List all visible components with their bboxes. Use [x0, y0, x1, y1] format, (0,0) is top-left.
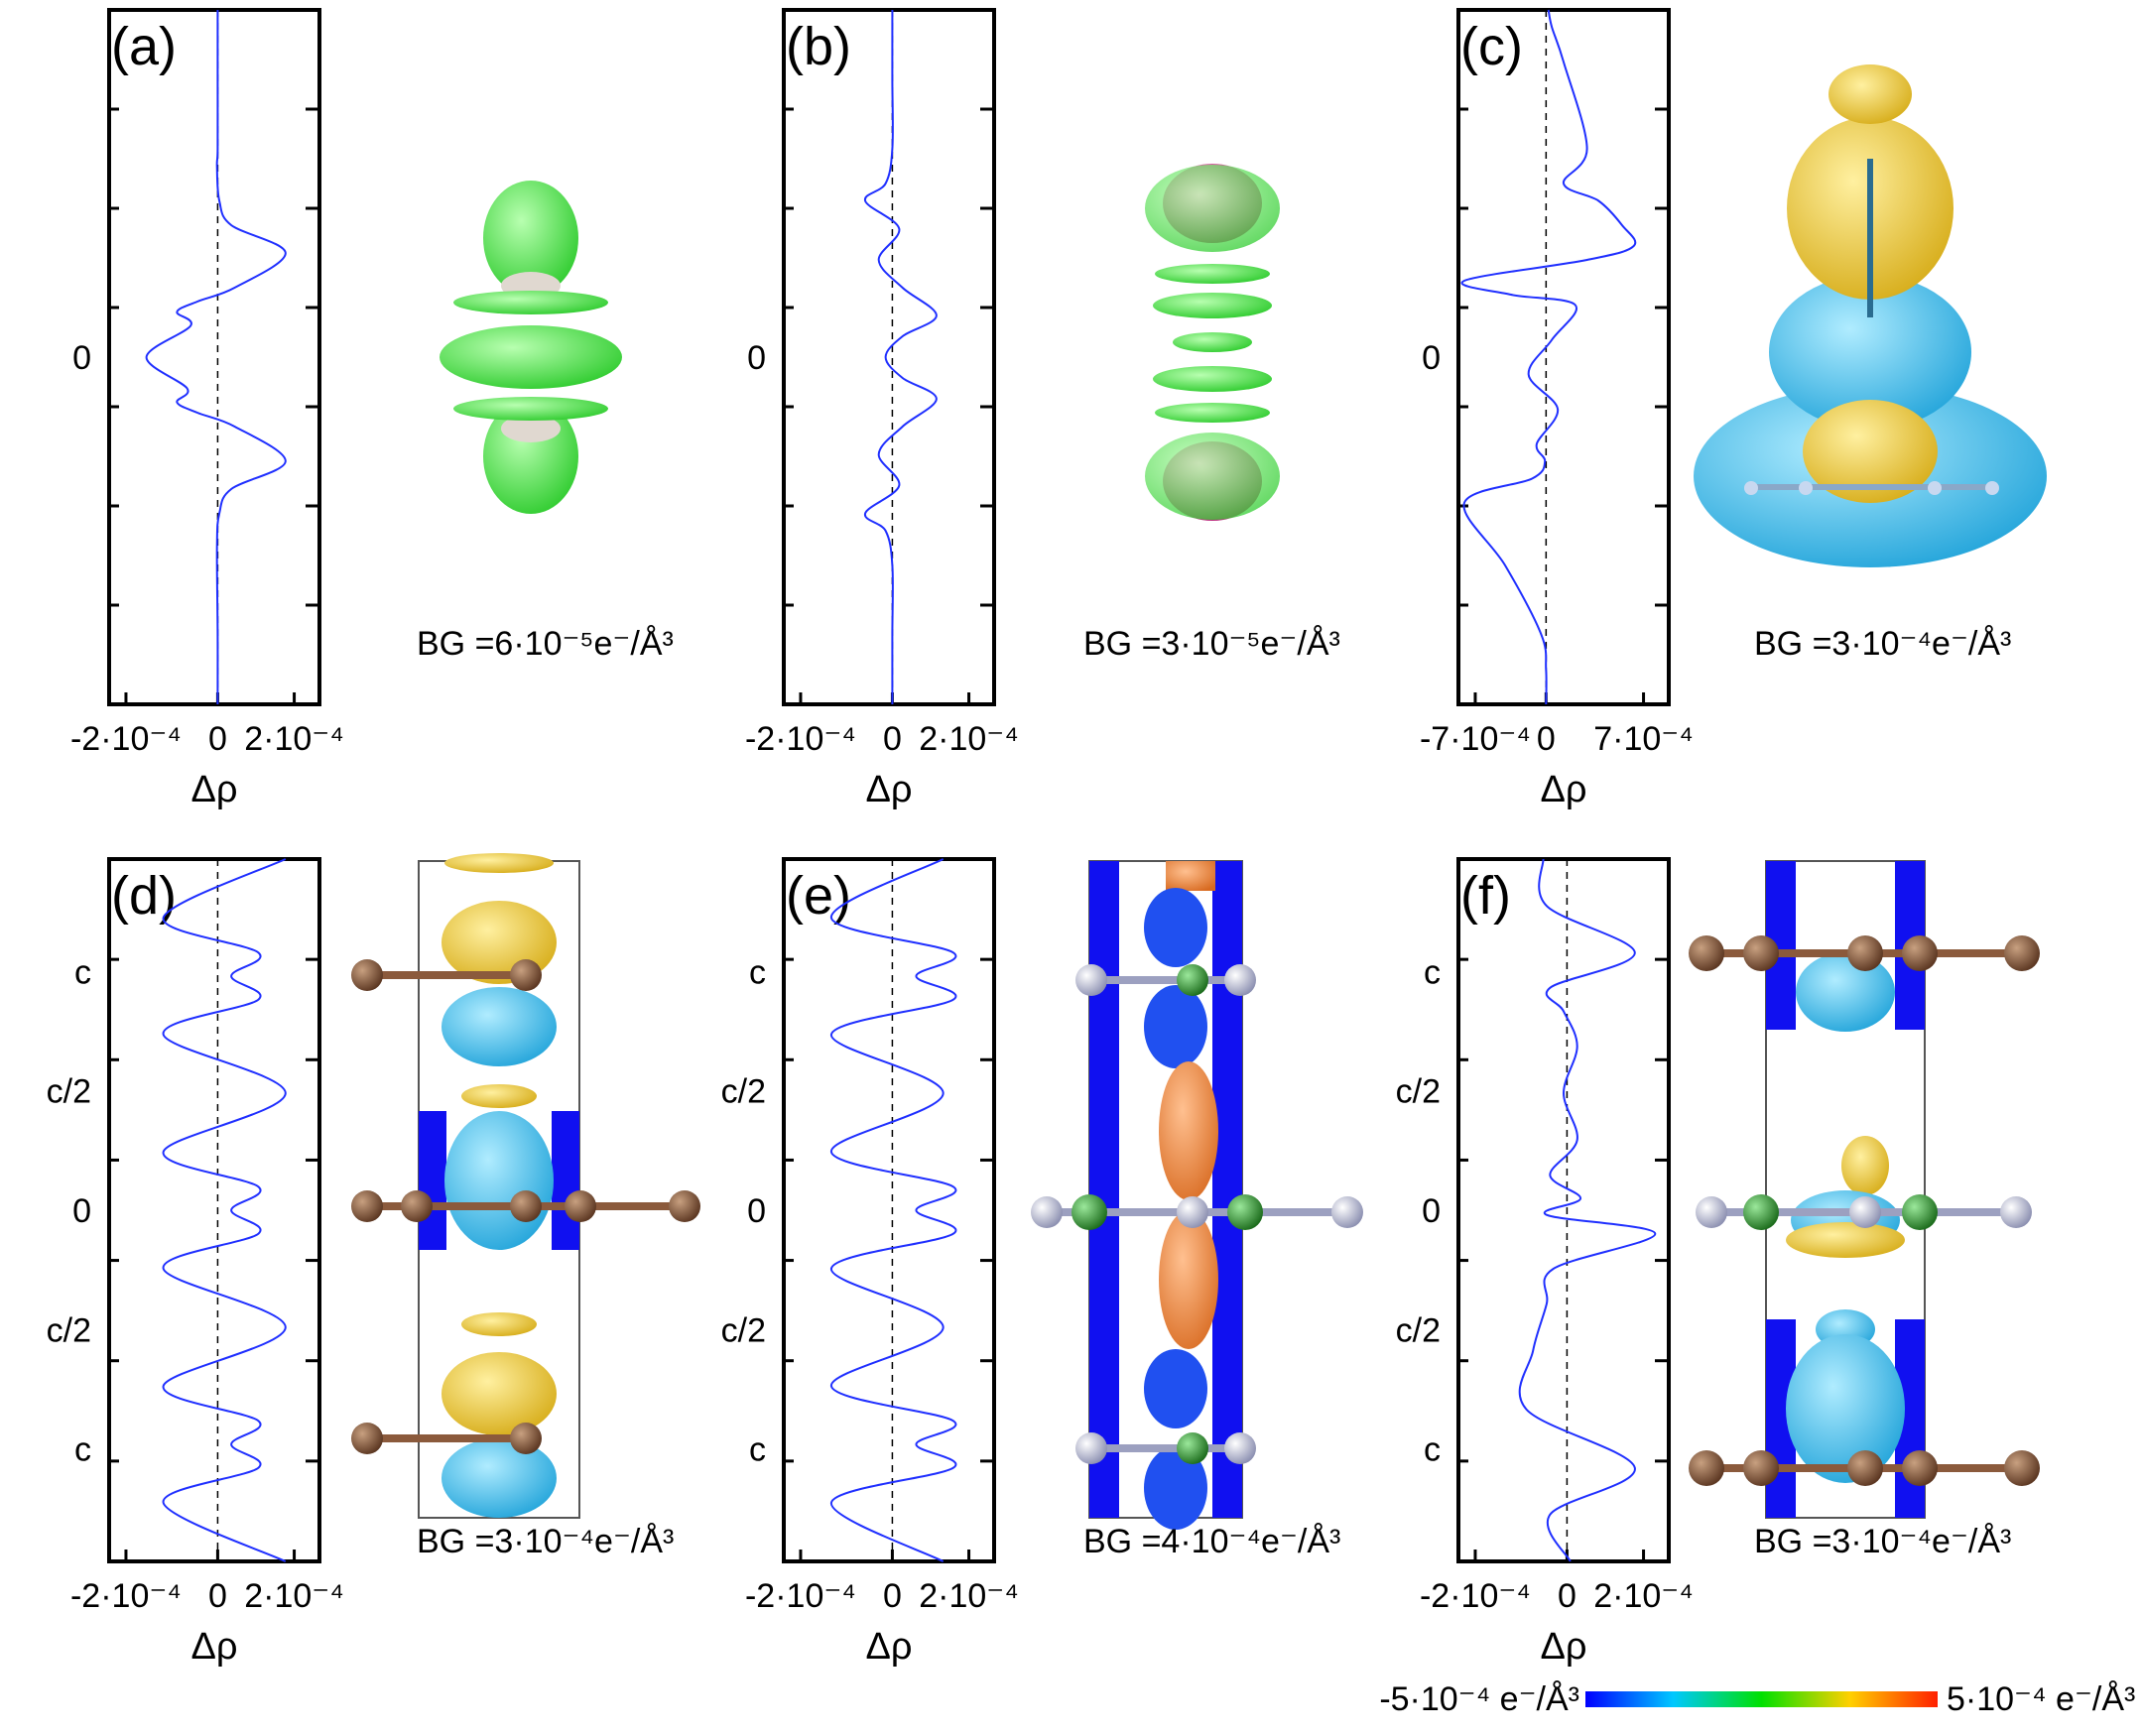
- x-tick-label: 0: [208, 720, 227, 758]
- bg-label-a: BG =6·10⁻⁵e⁻/Å³: [417, 625, 674, 663]
- delta-rho-line: [1518, 858, 1657, 1562]
- x-axis-title: Δρ: [1541, 769, 1587, 810]
- x-tick-label: 7·10⁻⁴: [1593, 720, 1694, 758]
- x-axis-title: Δρ: [191, 1626, 238, 1668]
- x-axis-title: Δρ: [866, 769, 913, 810]
- x-tick-label: 0: [208, 1577, 227, 1615]
- x-tick-label: -2·10⁻⁴: [70, 1577, 182, 1615]
- panel-label: (f): [1460, 866, 1511, 926]
- y-tick-label: c: [74, 1431, 91, 1469]
- y-tick-label: c/2: [721, 1073, 766, 1111]
- x-tick-label: 2·10⁻⁴: [919, 1577, 1019, 1615]
- plot-3: -7·10⁻⁴ 0 7·10⁻⁴0(c)Δρ: [1420, 8, 1694, 810]
- y-tick-label: c/2: [47, 1073, 91, 1111]
- x-axis-title: Δρ: [866, 1626, 913, 1668]
- x-tick-label: -2·10⁻⁴: [745, 1577, 856, 1615]
- x-tick-label: -7·10⁻⁴: [1420, 720, 1531, 758]
- y-tick-label: c: [74, 953, 91, 991]
- x-tick-label: 0: [883, 1577, 902, 1615]
- bg-label-f: BG =3·10⁻⁴e⁻/Å³: [1754, 1523, 2011, 1560]
- x-tick-label: -2·10⁻⁴: [1420, 1577, 1531, 1615]
- y-tick-label: c: [749, 953, 766, 991]
- plot-frame: [782, 8, 996, 706]
- bg-label-c: BG =3·10⁻⁴e⁻/Å³: [1754, 625, 2011, 663]
- panel-label: (d): [111, 866, 177, 926]
- y-tick-label: c/2: [1396, 1311, 1441, 1349]
- colorbar-gradient: [1585, 1691, 1938, 1707]
- isosurface-c: [1694, 64, 2047, 567]
- bg-label-e: BG =4·10⁻⁴e⁻/Å³: [1083, 1523, 1340, 1560]
- delta-rho-line: [864, 10, 938, 704]
- y-tick-label: c: [1424, 953, 1441, 991]
- slab-d: [351, 853, 700, 1519]
- plot-6: -2·10⁻⁴ 0 2·10⁻⁴ c c/2 0 c/2 c (f) Δρ: [1396, 857, 1694, 1668]
- slab-e: [1031, 860, 1363, 1530]
- y-tick-label: c/2: [1396, 1073, 1441, 1111]
- plots-layer: -2·10⁻⁴ 0 2·10⁻⁴0(a)Δρ-2·10⁻⁴ 0 2·10⁻⁴0(b)Δρ…: [47, 8, 1694, 1668]
- colorbar-min-label: -5·10⁻⁴ e⁻/Å³: [1379, 1680, 1579, 1718]
- plot-2: -2·10⁻⁴ 0 2·10⁻⁴ 0 (b) Δρ: [745, 8, 1019, 810]
- colorbar-max-label: 5·10⁻⁴ e⁻/Å³: [1947, 1680, 2135, 1718]
- plot-frame: [107, 857, 321, 1563]
- x-tick-label: 2·10⁻⁴: [244, 720, 344, 758]
- plot-1: -2·10⁻⁴ 0 2·10⁻⁴ 0 (a) Δρ: [70, 8, 344, 810]
- plot-frame: [1456, 8, 1671, 706]
- y-tick-label: c/2: [721, 1311, 766, 1349]
- x-tick-label: 0: [883, 720, 902, 758]
- y-tick-label: 0: [1422, 339, 1441, 377]
- y-tick-label: c: [749, 1431, 766, 1469]
- x-axis-title: Δρ: [1541, 1626, 1587, 1668]
- panel-label: (e): [786, 866, 851, 926]
- bg-label-d: BG =3·10⁻⁴e⁻/Å³: [417, 1523, 674, 1560]
- isosurface-b: [1145, 164, 1280, 521]
- isosurface-a: [440, 181, 622, 514]
- y-tick-label: c: [1424, 1431, 1441, 1469]
- x-tick-label: 2·10⁻⁴: [1593, 1577, 1694, 1615]
- y-tick-label: 0: [72, 1192, 91, 1230]
- colorbar: -5·10⁻⁴ e⁻/Å³ 5·10⁻⁴ e⁻/Å³: [1379, 1680, 2135, 1718]
- y-tick-label: c/2: [47, 1311, 91, 1349]
- y-tick-label: 0: [1422, 1192, 1441, 1230]
- y-tick-label: 0: [747, 1192, 766, 1230]
- delta-rho-line: [1460, 9, 1637, 705]
- plot-5: -2·10⁻⁴ 0 2·10⁻⁴ c c/2 0 c/2 c (e) Δρ: [721, 857, 1019, 1668]
- x-tick-label: -2·10⁻⁴: [745, 720, 856, 758]
- x-tick-label: 2·10⁻⁴: [244, 1577, 344, 1615]
- delta-rho-line: [162, 858, 287, 1562]
- y-tick-label: 0: [747, 339, 766, 377]
- x-tick-label: 2·10⁻⁴: [919, 720, 1019, 758]
- y-tick-label: 0: [72, 339, 91, 377]
- x-axis-title: Δρ: [191, 769, 238, 810]
- x-tick-label: -2·10⁻⁴: [70, 720, 182, 758]
- delta-rho-line: [829, 858, 957, 1562]
- panel-label: (b): [786, 17, 851, 76]
- bg-label-b: BG =3·10⁻⁵e⁻/Å³: [1083, 625, 1340, 663]
- plot-frame: [782, 857, 996, 1563]
- x-tick-label: 0: [1558, 1577, 1576, 1615]
- panel-label: (c): [1460, 17, 1523, 76]
- panel-label: (a): [111, 17, 177, 76]
- x-tick-label: 0: [1537, 720, 1556, 758]
- delta-rho-line: [145, 9, 287, 705]
- plot-4: -2·10⁻⁴ 0 2·10⁻⁴ c c/2 0 c/2 c (d) Δρ: [47, 857, 344, 1668]
- plot-frame: [1456, 857, 1671, 1563]
- plot-frame: [107, 8, 321, 706]
- slab-f: [1689, 860, 2040, 1519]
